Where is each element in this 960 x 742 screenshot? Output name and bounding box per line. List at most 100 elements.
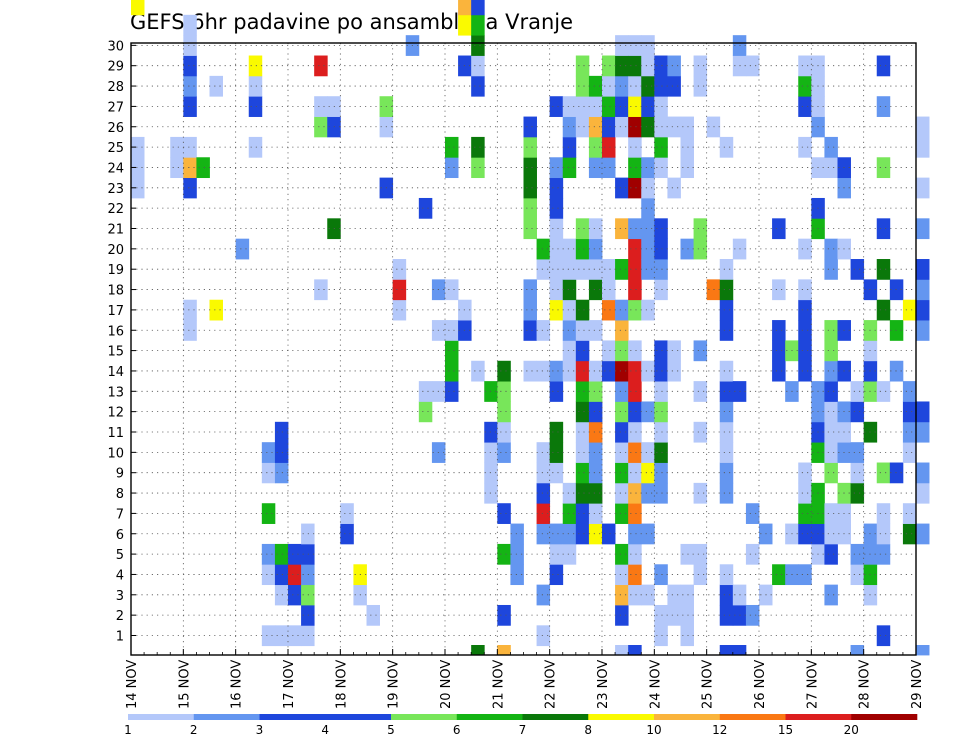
heatmap-cell	[261, 503, 276, 524]
heatmap-cell	[445, 360, 459, 382]
heatmap-cell	[667, 116, 681, 138]
heatmap-cell	[288, 584, 302, 606]
heatmap-cell	[667, 177, 681, 199]
heatmap-cell	[628, 279, 642, 301]
heatmap-cell	[510, 543, 524, 565]
x-axis-ticks: 14 NOV 15 NOV 16 NOV 17 NOV 18 NOV 19 NOV 20 N…	[125, 649, 925, 709]
heatmap-cell	[628, 442, 642, 463]
colorbar-swatch	[128, 714, 195, 720]
heatmap-cell	[575, 55, 590, 77]
heatmap-cell	[340, 503, 354, 524]
heatmap-cell	[183, 55, 197, 77]
heatmap-cell	[575, 299, 590, 321]
heatmap-cell	[693, 238, 708, 260]
heatmap-cell	[248, 75, 263, 97]
heatmap-cell	[497, 604, 511, 626]
heatmap-cell	[183, 157, 197, 179]
heatmap-cell	[680, 625, 694, 647]
heatmap-cell	[445, 320, 459, 341]
heatmap-cell	[418, 381, 433, 402]
heatmap-cell	[719, 259, 734, 280]
heatmap-cell	[274, 564, 289, 586]
y-tick-label: 22	[107, 202, 124, 217]
heatmap-cell	[667, 584, 681, 606]
heatmap-cell	[641, 442, 655, 463]
y-axis-ticks: 1234567891011121314151617181920212223242…	[107, 39, 136, 645]
heatmap-cell	[170, 157, 184, 179]
heatmap-cell	[536, 625, 551, 647]
heatmap-cell	[549, 421, 564, 443]
heatmap-cell	[615, 55, 629, 77]
heatmap-cell	[693, 75, 708, 97]
heatmap-cell	[314, 116, 328, 138]
heatmap-cell	[549, 462, 564, 484]
heatmap-cell	[916, 177, 930, 199]
heatmap-cell	[196, 157, 210, 179]
heatmap-cell	[131, 136, 145, 158]
heatmap-cell	[418, 401, 433, 423]
y-tick-label: 20	[107, 243, 124, 258]
heatmap-cell	[209, 75, 223, 97]
heatmap-cell	[641, 55, 655, 77]
heatmap-cell	[261, 543, 276, 565]
y-tick-label: 6	[116, 528, 124, 543]
heatmap-cell	[654, 421, 668, 443]
heatmap-cell	[654, 136, 668, 158]
heatmap-cell	[693, 218, 708, 240]
heatmap-cell	[850, 442, 865, 463]
heatmap-cell	[824, 136, 838, 158]
heatmap-cell	[562, 543, 577, 565]
heatmap-cell	[497, 442, 511, 463]
heatmap-cell	[654, 75, 668, 97]
heatmap-cell	[615, 75, 629, 97]
heatmap-cell	[588, 320, 603, 341]
colorbar-swatch	[719, 714, 786, 720]
heatmap-cell	[719, 482, 734, 504]
heatmap-cell	[615, 503, 629, 524]
heatmap-cell	[392, 259, 407, 280]
x-tick-label: 20 NOV	[439, 660, 454, 709]
colorbar-label: 4	[321, 723, 329, 737]
heatmap-cell	[824, 543, 838, 565]
heatmap-cell	[602, 299, 616, 321]
y-tick-label: 13	[107, 385, 124, 400]
heatmap-cell	[628, 584, 642, 606]
heatmap-cell	[641, 197, 655, 219]
heatmap-cell	[693, 564, 708, 586]
heatmap-cell	[916, 462, 930, 484]
heatmap-cell	[471, 0, 485, 16]
heatmap-cell	[392, 279, 407, 301]
heatmap-cell	[824, 401, 838, 423]
heatmap-cell	[798, 482, 812, 504]
heatmap-cell	[798, 462, 812, 484]
heatmap-cell	[680, 157, 694, 179]
heatmap-cell	[536, 584, 551, 606]
heatmap-cell	[248, 136, 263, 158]
heatmap-cell	[615, 218, 629, 240]
heatmap-cell	[523, 136, 537, 158]
heatmap-cell	[314, 96, 328, 117]
heatmap-cell	[628, 645, 642, 656]
x-tick-label: 18 NOV	[334, 660, 349, 709]
heatmap-cell	[523, 360, 537, 382]
heatmap-cell	[497, 503, 511, 524]
heatmap-cell	[641, 482, 655, 504]
heatmap-cell	[628, 259, 642, 280]
heatmap-cell	[628, 299, 642, 321]
heatmap-cell	[772, 320, 786, 341]
colorbar-swatch	[522, 714, 589, 720]
heatmap-cell	[510, 564, 524, 586]
colorbar-label: 7	[519, 723, 527, 737]
heatmap-cell	[615, 299, 629, 321]
heatmap-cell	[772, 218, 786, 240]
heatmap-cell	[615, 381, 629, 402]
heatmap-cell	[667, 55, 681, 77]
heatmap-cell	[641, 401, 655, 423]
heatmap-cell	[654, 340, 668, 362]
heatmap-cell	[471, 645, 485, 656]
heatmap-cell	[549, 564, 564, 586]
heatmap-cell	[183, 35, 197, 56]
heatmap-cell	[602, 96, 616, 117]
heatmap-cell	[549, 96, 564, 117]
heatmap-cell	[654, 96, 668, 117]
